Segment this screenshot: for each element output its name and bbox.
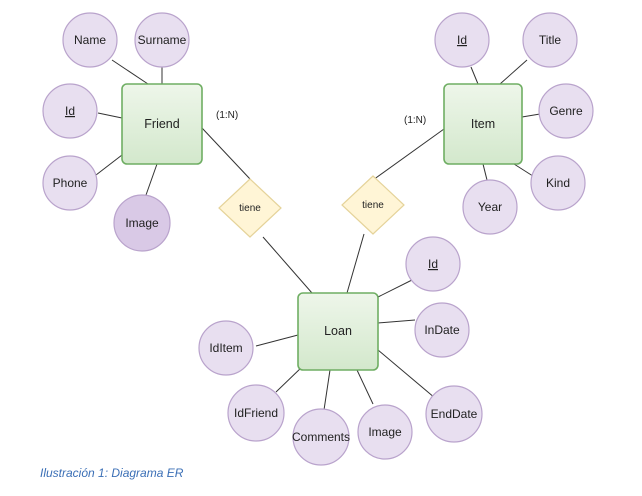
attribute-label: Genre <box>549 104 583 118</box>
figure-caption: Ilustración 1: Diagrama ER <box>40 466 184 480</box>
attribute-friend-surname: Surname <box>134 12 190 68</box>
attribute-label: IdFriend <box>234 406 278 420</box>
attribute-key-label: Id <box>457 33 467 47</box>
connector-loan-id <box>377 279 413 298</box>
attribute-circle <box>414 302 470 358</box>
entity-item-box <box>443 83 523 165</box>
attribute-label: Phone <box>53 176 88 190</box>
attribute-label: Year <box>478 200 502 214</box>
connector-item-id <box>470 66 479 85</box>
connector-friend-name <box>111 59 149 85</box>
attribute-label: InDate <box>424 323 460 337</box>
attribute-item-year: Year <box>462 179 518 235</box>
connector-loan-image <box>356 369 374 405</box>
attribute-circle <box>530 155 586 211</box>
attribute-label: EndDate <box>431 407 478 421</box>
connector-loan-idfriend <box>275 365 304 393</box>
entity-loan-box <box>297 292 379 371</box>
attribute-key-label: Id <box>428 257 438 271</box>
attribute-circle <box>62 12 118 68</box>
attribute-circle <box>538 83 594 139</box>
connector-loan-indate <box>377 319 416 324</box>
entity-item: Item <box>443 83 523 165</box>
attribute-circle <box>198 320 254 376</box>
attribute-loan-enddate: EndDate <box>425 385 483 443</box>
attribute-item-id: Id <box>434 12 490 68</box>
attribute-label: Image <box>368 425 402 439</box>
attribute-loan-iditem: IdItem <box>198 320 254 376</box>
attribute-item-title: Title <box>522 12 578 68</box>
attribute-label: Surname <box>138 33 187 47</box>
attribute-label: Title <box>539 33 562 47</box>
entity-friend-label: Friend <box>144 117 179 131</box>
entity-loan-label: Loan <box>324 324 352 338</box>
connector-item-rel <box>372 128 445 181</box>
cardinality-friend: (1:N) <box>216 110 238 121</box>
attribute-circle <box>227 384 285 442</box>
entity-friend: Friend <box>121 83 203 165</box>
connector-item-title <box>499 59 528 85</box>
attribute-circle <box>434 12 490 68</box>
attribute-friend-phone: Phone <box>42 155 98 211</box>
attribute-circle <box>42 83 98 139</box>
attribute-friend-id: Id <box>42 83 98 139</box>
attribute-label: Comments <box>292 430 350 444</box>
connector-item-year <box>482 163 488 181</box>
attribute-friend-name: Name <box>62 12 118 68</box>
cardinality-item: (1:N) <box>404 115 426 126</box>
connector-rel-loan-left <box>262 236 313 294</box>
attribute-circle <box>134 12 190 68</box>
relationship-diamond <box>341 175 405 235</box>
connector-friend-rel <box>201 127 251 180</box>
attribute-circle <box>113 194 171 252</box>
entity-friend-box <box>121 83 203 165</box>
attribute-item-genre: Genre <box>538 83 594 139</box>
attribute-label: Kind <box>546 176 570 190</box>
connector-loan-iditem <box>255 334 299 347</box>
attribute-loan-comments: Comments <box>292 408 350 466</box>
attribute-circle <box>292 408 350 466</box>
connector-friend-image <box>145 163 158 196</box>
attribute-loan-idfriend: IdFriend <box>227 384 285 442</box>
attribute-item-kind: Kind <box>530 155 586 211</box>
attribute-circle <box>522 12 578 68</box>
connector-rel-loan-right <box>346 233 365 294</box>
attribute-circle <box>462 179 518 235</box>
attribute-loan-id: Id <box>405 236 461 292</box>
attribute-label: IdItem <box>209 341 242 355</box>
connector-item-genre <box>521 113 541 118</box>
attribute-circle <box>405 236 461 292</box>
relationship-label: tiene <box>239 203 261 214</box>
connector-loan-enddate <box>377 349 436 399</box>
relationship-friend-loan: tiene <box>218 178 282 238</box>
attribute-label: Name <box>74 33 106 47</box>
relationship-diamond <box>218 178 282 238</box>
attribute-label: Image <box>125 216 159 230</box>
attribute-circle <box>425 385 483 443</box>
attribute-circle <box>42 155 98 211</box>
connectors <box>95 59 541 411</box>
attribute-friend-image: Image <box>113 194 171 252</box>
connector-friend-phone <box>95 154 123 176</box>
attribute-circle <box>357 404 413 460</box>
relationship-item-loan: tiene <box>341 175 405 235</box>
connector-loan-comments <box>323 369 331 411</box>
attribute-loan-image: Image <box>357 404 413 460</box>
entity-loan: Loan <box>297 292 379 371</box>
entity-item-label: Item <box>471 117 495 131</box>
relationship-label: tiene <box>362 200 384 211</box>
attribute-key-label: Id <box>65 104 75 118</box>
attribute-loan-indate: InDate <box>414 302 470 358</box>
connector-friend-id <box>97 112 123 119</box>
